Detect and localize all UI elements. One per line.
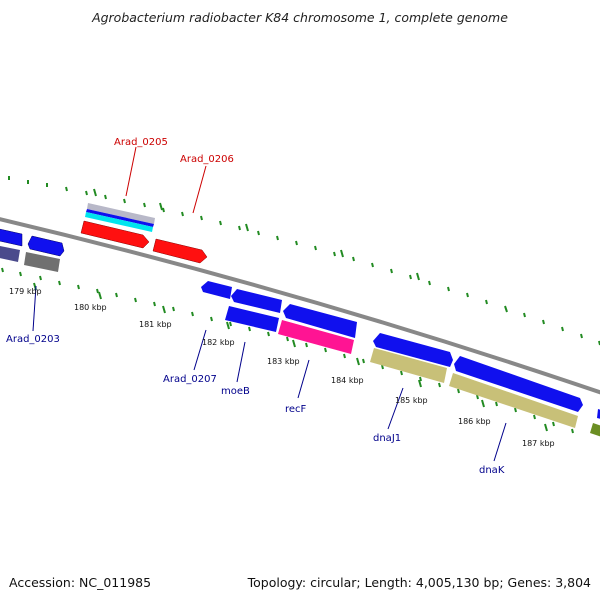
gene-label-arad-0206[interactable]: Arad_0206 <box>180 154 234 165</box>
page-title: Agrobacterium radiobacter K84 chromosome… <box>92 10 508 25</box>
gene-feature[interactable] <box>201 281 232 299</box>
kbp-label: 187 kbp <box>522 439 555 448</box>
gene-feature[interactable] <box>85 212 153 232</box>
label-leaders <box>32 146 507 462</box>
gene-labels: Arad_0205 Arad_0206 Arad_0203 Arad_0207 … <box>6 137 505 476</box>
gene-label-dnak[interactable]: dnaK <box>479 465 505 476</box>
kbp-label: 182 kbp <box>202 338 235 347</box>
outer-tick-ring <box>8 176 600 346</box>
gene-feature[interactable] <box>225 306 279 332</box>
gene-feature[interactable] <box>24 252 60 272</box>
gene-feature[interactable] <box>80 220 150 249</box>
inner-tick-ring <box>1 267 574 434</box>
kbp-label: 180 kbp <box>74 303 107 312</box>
kbp-label: 181 kbp <box>139 320 172 329</box>
top-strand-genes <box>0 203 208 264</box>
gene-feature[interactable] <box>597 409 600 420</box>
gene-feature[interactable] <box>278 320 354 354</box>
kbp-label: 183 kbp <box>267 357 300 366</box>
accession-text: Accession: NC_011985 <box>9 575 152 590</box>
gene-label-arad-0203[interactable]: Arad_0203 <box>6 334 60 345</box>
kbp-label: 179 kbp <box>9 287 42 296</box>
genome-summary-text: Topology: circular; Length: 4,005,130 bp… <box>247 575 591 590</box>
gene-label-arad-0205[interactable]: Arad_0205 <box>114 137 168 148</box>
gene-label-arad-0207[interactable]: Arad_0207 <box>163 374 217 385</box>
inner-major-ticks <box>33 282 548 432</box>
gene-feature[interactable] <box>283 304 357 338</box>
gene-feature[interactable] <box>0 245 20 262</box>
gene-label-moeb[interactable]: moeB <box>221 386 250 397</box>
gene-feature[interactable] <box>231 289 282 313</box>
gene-feature[interactable] <box>370 348 447 383</box>
gene-feature[interactable] <box>27 235 65 257</box>
gene-feature[interactable] <box>590 423 600 438</box>
kbp-label: 185 kbp <box>395 396 428 405</box>
gene-feature[interactable] <box>454 356 583 412</box>
outer-major-ticks <box>93 188 420 281</box>
genome-backbone <box>0 217 600 395</box>
kbp-label: 186 kbp <box>458 417 491 426</box>
kbp-labels: 179 kbp 180 kbp 181 kbp 182 kbp 183 kbp … <box>9 287 555 448</box>
gene-feature[interactable] <box>0 228 23 247</box>
bottom-strand-genes <box>0 245 600 438</box>
gene-feature[interactable] <box>449 373 578 428</box>
gene-label-dnaj1[interactable]: dnaJ1 <box>373 433 401 444</box>
kbp-label: 184 kbp <box>331 376 364 385</box>
gene-feature[interactable] <box>87 203 155 224</box>
gene-label-recf[interactable]: recF <box>285 404 307 415</box>
gene-feature[interactable] <box>152 238 208 264</box>
gene-feature[interactable] <box>373 333 453 367</box>
gene-feature[interactable] <box>86 209 154 227</box>
